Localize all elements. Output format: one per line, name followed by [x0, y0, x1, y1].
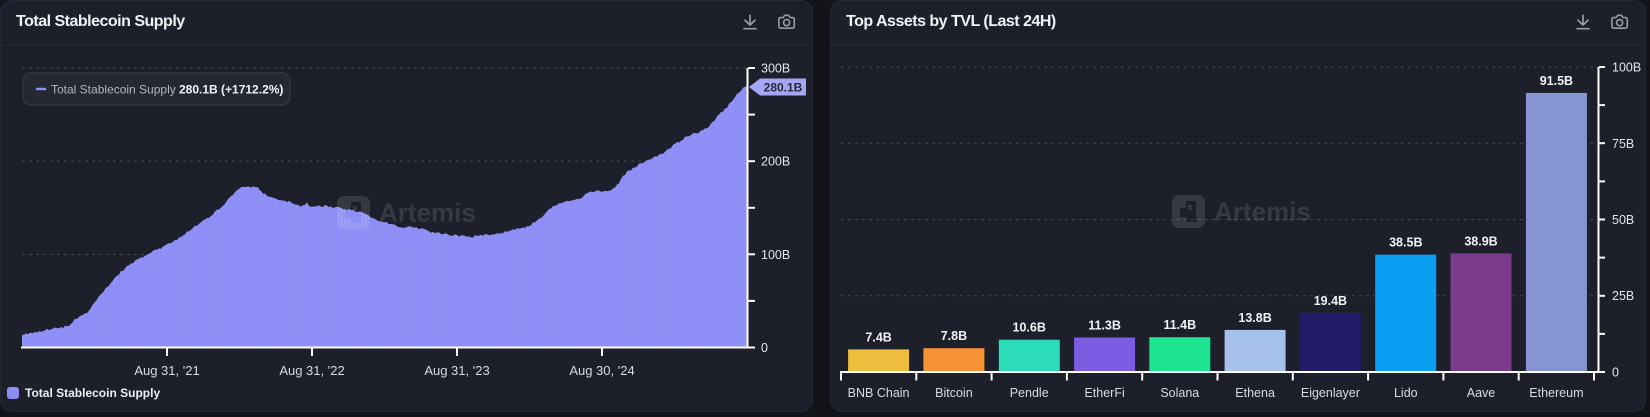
svg-text:11.3B: 11.3B — [1088, 319, 1121, 333]
svg-text:10.6B: 10.6B — [1013, 321, 1046, 335]
svg-text:7.8B: 7.8B — [941, 329, 967, 343]
svg-text:Solana: Solana — [1160, 386, 1199, 400]
svg-text:25B: 25B — [1612, 289, 1634, 303]
svg-text:Artemis: Artemis — [1214, 197, 1311, 227]
svg-text:Aug 31, '22: Aug 31, '22 — [279, 363, 344, 378]
svg-text:280.1B (+1712.2%): 280.1B (+1712.2%) — [179, 83, 283, 97]
svg-text:Ethena: Ethena — [1235, 386, 1275, 400]
svg-text:Aug 31, '23: Aug 31, '23 — [424, 363, 489, 378]
svg-text:7.4B: 7.4B — [865, 330, 891, 344]
svg-text:Bitcoin: Bitcoin — [935, 386, 973, 400]
svg-text:75B: 75B — [1612, 137, 1634, 151]
svg-text:38.5B: 38.5B — [1389, 236, 1422, 250]
svg-text:0: 0 — [1612, 366, 1619, 380]
svg-text:300B: 300B — [761, 62, 790, 76]
svg-text:Aave: Aave — [1467, 386, 1496, 400]
svg-text:100B: 100B — [1612, 61, 1641, 75]
svg-text:Aug 30, '24: Aug 30, '24 — [569, 363, 634, 378]
svg-text:280.1B: 280.1B — [764, 81, 803, 95]
svg-text:Artemis: Artemis — [379, 198, 476, 228]
svg-text:50B: 50B — [1612, 213, 1634, 227]
svg-text:91.5B: 91.5B — [1540, 74, 1573, 88]
svg-text:38.9B: 38.9B — [1464, 234, 1497, 248]
svg-text:11.4B: 11.4B — [1163, 318, 1196, 332]
svg-text:100B: 100B — [761, 248, 790, 262]
svg-text:Pendle: Pendle — [1010, 386, 1049, 400]
svg-text:Ethereum: Ethereum — [1529, 386, 1583, 400]
svg-text:Lido: Lido — [1394, 386, 1418, 400]
svg-text:BNB Chain: BNB Chain — [848, 386, 910, 400]
svg-text:EtherFi: EtherFi — [1084, 386, 1124, 400]
svg-text:Aug 31, '21: Aug 31, '21 — [134, 363, 199, 378]
svg-text:0: 0 — [761, 341, 768, 355]
svg-text:200B: 200B — [761, 155, 790, 169]
svg-text:Eigenlayer: Eigenlayer — [1301, 386, 1360, 400]
svg-text:19.4B: 19.4B — [1314, 294, 1347, 308]
svg-text:Total Stablecoin Supply: Total Stablecoin Supply — [51, 83, 176, 97]
svg-text:13.8B: 13.8B — [1238, 311, 1271, 325]
